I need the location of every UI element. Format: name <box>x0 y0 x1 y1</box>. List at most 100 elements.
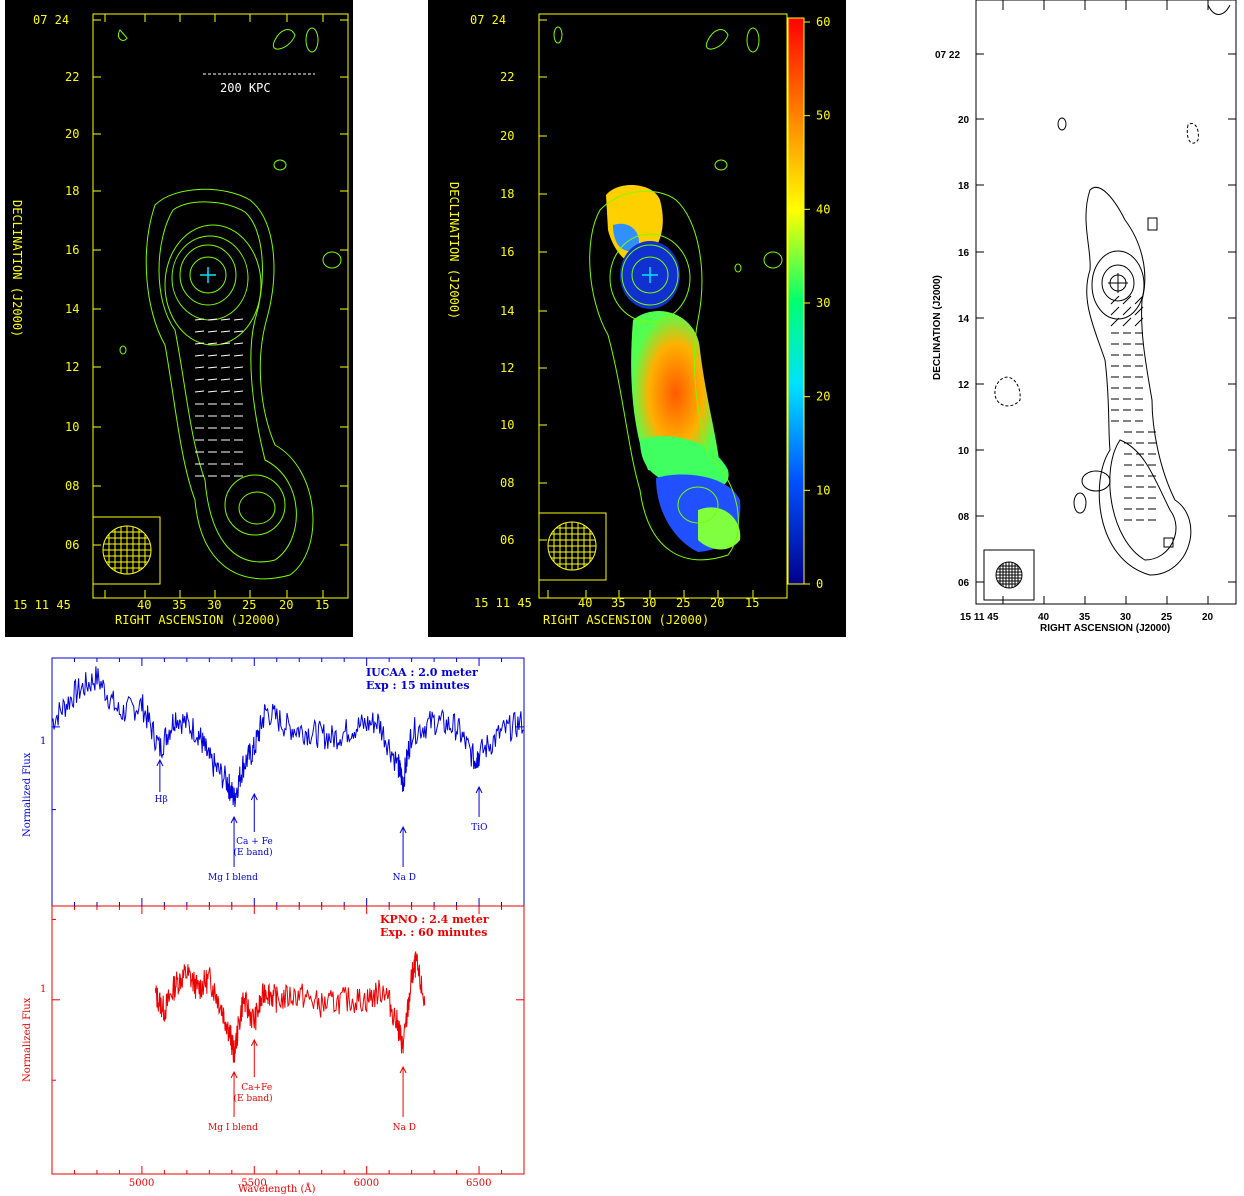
ra-axis-label: RIGHT ASCENSION (J2000) <box>115 613 281 627</box>
dec-tick-label: 22 <box>500 70 514 84</box>
dec-tick-label: 12 <box>958 380 970 391</box>
line-arrowhead <box>230 815 238 824</box>
colorbar-tick-label: 50 <box>816 109 830 123</box>
top-annotation-1: IUCAA : 2.0 meter <box>366 666 478 679</box>
ra-tick-label: 15 11 45 <box>474 596 532 610</box>
polarization-vector <box>233 318 244 321</box>
dec-tick-label: 10 <box>958 446 970 457</box>
ra-tick-label: 30 <box>1120 612 1132 623</box>
dec-tick-label: 10 <box>500 418 514 432</box>
radio-map-polarization-svg: 60 50 40 30 20 10 0 07 24 22 20 18 16 14 12 10 08 06 15… <box>447 13 830 627</box>
ra-tick-label: 15 11 45 <box>960 612 999 623</box>
top-ytick-1: 1 <box>40 736 46 747</box>
dec-tick-label: 07 24 <box>33 13 69 27</box>
dec-tick-label: 18 <box>65 184 79 198</box>
polarization-vector <box>207 366 218 369</box>
polarization-vector <box>194 390 205 393</box>
line-arrowhead <box>230 1070 238 1079</box>
contours <box>553 26 783 561</box>
bottom-ylabel: Normalized Flux <box>22 997 33 1082</box>
line-arrowhead <box>399 1065 407 1074</box>
polarization-vector <box>233 342 244 345</box>
top-annotation-2: Exp : 15 minutes <box>366 679 470 692</box>
polarization-vector <box>233 330 244 333</box>
polarization-vector <box>1122 295 1132 305</box>
colorbar-tick-label: 60 <box>816 15 830 29</box>
ra-tick-label: 30 <box>207 598 221 612</box>
ra-tick-label: 15 <box>745 596 759 610</box>
ra-tick-label: 30 <box>642 596 656 610</box>
dec-tick-label: 16 <box>958 248 970 259</box>
scale-bar-label: 200 KPC <box>220 81 271 95</box>
ra-axis-label: RIGHT ASCENSION (J2000) <box>1040 623 1170 634</box>
dec-tick-label: 16 <box>65 243 79 257</box>
dec-tick-label: 08 <box>65 479 79 493</box>
beam-ellipse <box>995 561 1023 589</box>
polarization-vector <box>233 378 244 381</box>
xlabel: Wavelength (Å) <box>238 1183 316 1195</box>
dec-tick-label: 16 <box>500 245 514 259</box>
polarization-vector <box>194 318 205 321</box>
ra-tick-label: 25 <box>242 598 256 612</box>
dec-tick-label: 06 <box>958 578 970 589</box>
polarization-vector <box>233 354 244 357</box>
polarization-vector <box>220 318 231 321</box>
bottom-spectrum-frame <box>51 905 525 1175</box>
dec-tick-label: 07 22 <box>935 50 960 61</box>
polarization-vectors <box>194 318 244 477</box>
beam-ellipse <box>547 521 597 571</box>
polarization-vector <box>220 366 231 369</box>
line-arrowhead <box>250 792 258 801</box>
beam-ellipse <box>102 525 152 575</box>
spectral-line-label: Mg I blend <box>208 1123 258 1133</box>
dec-tick-label: 07 24 <box>470 13 506 27</box>
bottom-ytick-1: 1 <box>40 984 46 995</box>
ra-tick-label: 35 <box>172 598 186 612</box>
radio-map-contours-svg: 07 24 22 20 18 16 14 12 10 08 06 15 11 45 40 35 30 25… <box>10 13 349 627</box>
radio-map-bw-svg: 07 22 20 18 16 14 12 10 08 06 15 11 45 40 35 30 25 20… <box>932 0 1237 634</box>
dec-tick-label: 18 <box>958 181 970 192</box>
polarization-vector <box>220 390 231 393</box>
x-tick-label: 5500 <box>241 1178 266 1189</box>
dec-tick-label: 20 <box>958 115 970 126</box>
polarization-vector <box>233 390 244 393</box>
top-ylabel: Normalized Flux <box>22 752 33 837</box>
polarization-vector <box>220 330 231 333</box>
ra-tick-label: 40 <box>578 596 592 610</box>
map-frame <box>538 13 788 599</box>
contours <box>994 4 1231 576</box>
polarization-vector <box>1110 317 1120 327</box>
line-arrowhead <box>156 758 164 767</box>
ra-tick-label: 20 <box>1202 612 1214 623</box>
polarization-vector <box>207 342 218 345</box>
dec-tick-label: 06 <box>500 533 514 547</box>
ra-tick-label: 25 <box>1161 612 1173 623</box>
spectral-line-label: Na D <box>393 1123 416 1133</box>
dec-axis-label: DECLINATION (J2000) <box>447 182 461 319</box>
dec-axis-label: DECLINATION (J2000) <box>10 200 24 337</box>
colorbar <box>787 17 805 585</box>
contours <box>117 27 342 580</box>
dec-tick-label: 12 <box>65 360 79 374</box>
polarization-vector <box>1122 306 1132 316</box>
x-tick-label: 6000 <box>354 1178 379 1189</box>
spectral-line-label: Mg I blend <box>208 873 258 883</box>
dec-tick-label: 08 <box>500 476 514 490</box>
polarization-vector <box>1134 295 1144 305</box>
dec-tick-label: 18 <box>500 187 514 201</box>
spectrum-line <box>51 666 524 808</box>
colorbar-tick-label: 20 <box>816 390 830 404</box>
spectrum-line <box>154 951 426 1063</box>
colorbar-tick-label: 10 <box>816 483 830 497</box>
ra-axis-label: RIGHT ASCENSION (J2000) <box>543 613 709 627</box>
bottom-annotation-1: KPNO : 2.4 meter <box>380 913 489 926</box>
line-arrowhead <box>475 785 483 794</box>
ra-tick-label: 20 <box>710 596 724 610</box>
x-tick-label: 6500 <box>466 1178 491 1189</box>
dec-tick-label: 10 <box>65 420 79 434</box>
polarization-vector <box>1134 306 1144 316</box>
dec-axis-label: DECLINATION (J2000) <box>932 275 943 380</box>
map-frame <box>92 13 349 599</box>
colorbar-tick-label: 30 <box>816 296 830 310</box>
